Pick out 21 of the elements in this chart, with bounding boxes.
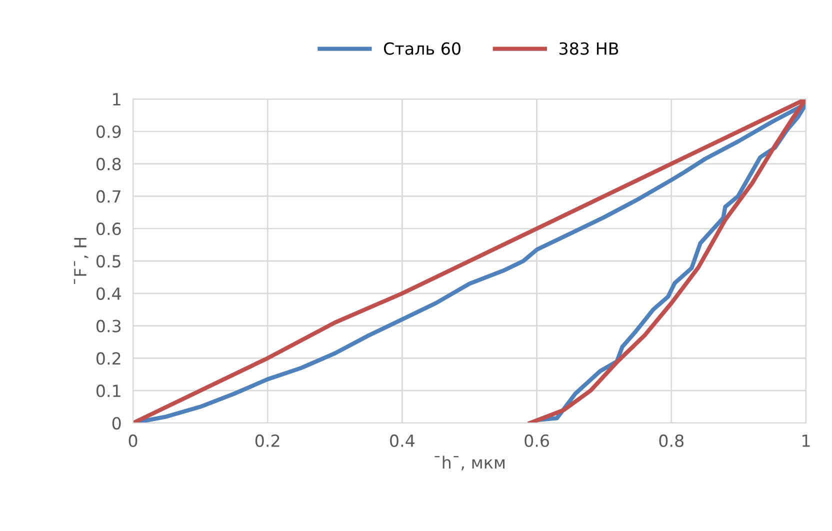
y-tick-label: 0.6 [96, 222, 121, 236]
y-tick-label: 0.8 [96, 158, 121, 170]
legend-label: 383 НВ [560, 42, 618, 55]
y-tick-label: 0.1 [96, 384, 120, 398]
y-tick-label: 0.2 [96, 352, 120, 365]
x-tick-label: 0.4 [390, 434, 415, 448]
y-tick-label: 0.7 [96, 190, 120, 203]
y-tick-label: 0.3 [96, 320, 121, 332]
x-tick-label: 1 [802, 434, 810, 447]
y-tick-label: 0.5 [96, 254, 120, 268]
legend-label: Сталь 60 [384, 42, 460, 55]
y-tick-label: 0.4 [96, 287, 121, 300]
x-tick-label: 0.2 [255, 434, 280, 448]
y-axis-title: ¯F¯, Н [74, 238, 88, 284]
x-tick-label: 0.6 [524, 434, 550, 448]
x-tick-label: 0.8 [659, 434, 684, 448]
y-tick-label: 0 [112, 416, 121, 430]
y-tick-label: 0.9 [96, 125, 121, 138]
x-axis-title: ¯h¯, мкм [434, 456, 505, 470]
y-tick-label: 1 [113, 93, 120, 106]
x-tick-label: 0 [128, 434, 138, 448]
